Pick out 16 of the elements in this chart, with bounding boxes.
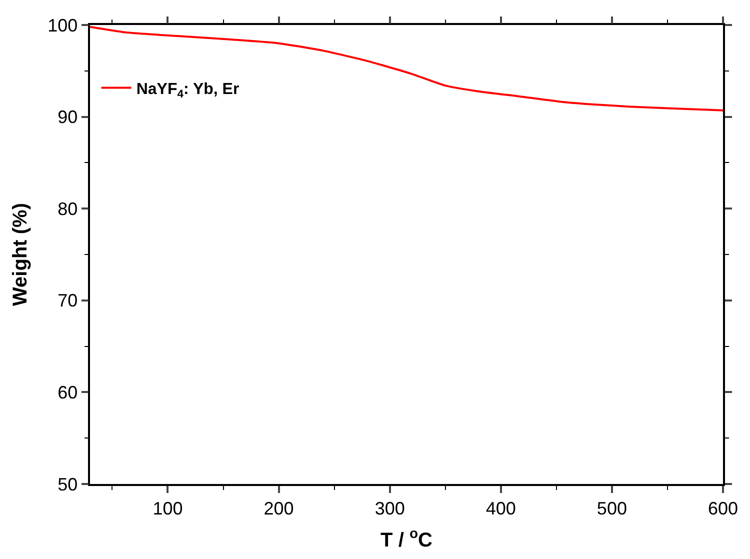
x-tick-label: 100 <box>152 498 183 518</box>
x-tick-label: 200 <box>264 498 294 518</box>
x-tick-label: 300 <box>374 498 405 518</box>
x-tick-label: 400 <box>486 498 516 518</box>
y-axis-title: Weight (%) <box>10 203 32 306</box>
legend-label: NaYF$_{4}$: Yb, Er <box>136 81 240 100</box>
y-tick-label: 60 <box>58 382 78 402</box>
y-tick-label: 80 <box>58 198 78 219</box>
x-tick-label: 600 <box>708 498 738 518</box>
line-series <box>90 26 723 112</box>
x-tick-label: 500 <box>596 498 627 518</box>
y-tick-label: 90 <box>58 107 78 128</box>
y-tick-label: 100 <box>48 15 78 36</box>
x-axis-title: T / $^{o}$C <box>380 524 432 552</box>
y-tick-label: 70 <box>58 290 78 311</box>
y-tick-label: 50 <box>58 474 78 494</box>
